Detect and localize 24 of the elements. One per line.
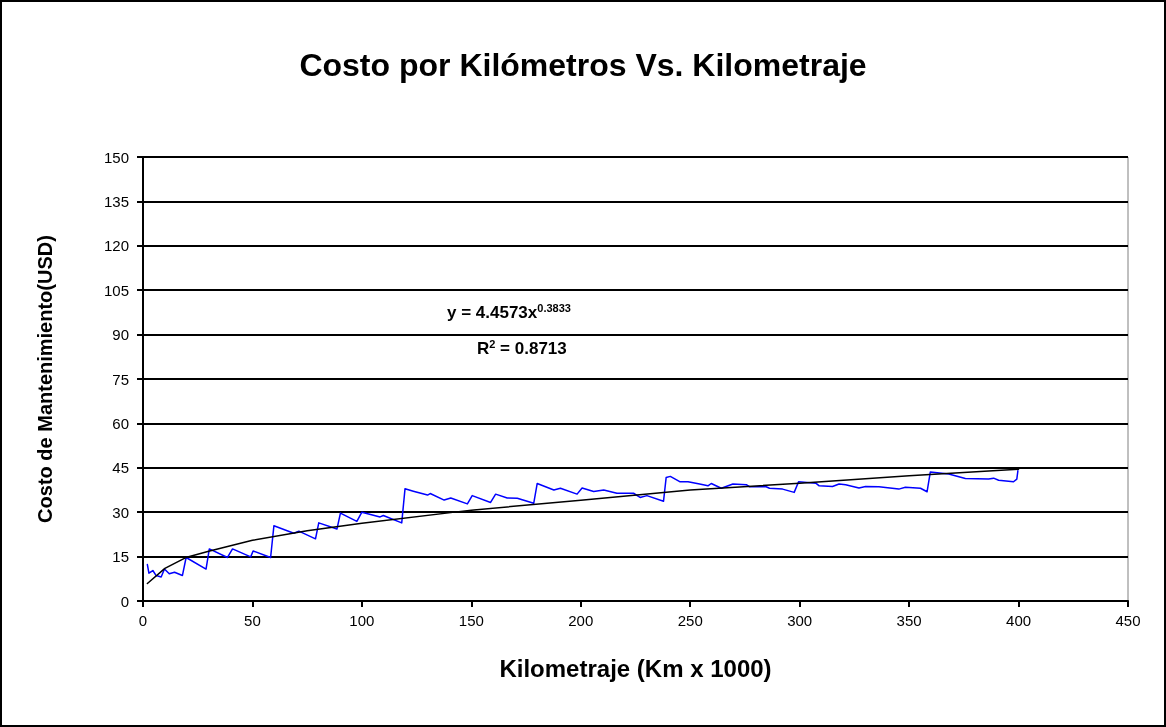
x-axis-title: Kilometraje (Km x 1000) xyxy=(499,654,772,682)
y-tick-label: 135 xyxy=(103,192,129,210)
y-tick-label: 60 xyxy=(112,414,129,432)
y-axis-title: Costo de Mantenimiento(USD) xyxy=(34,235,56,523)
y-tick-label: 0 xyxy=(120,592,129,610)
y-tick-label: 30 xyxy=(112,503,129,521)
x-tick-label: 300 xyxy=(787,612,813,629)
x-tick-label: 450 xyxy=(1115,612,1141,629)
x-tick-label: 100 xyxy=(349,612,375,629)
x-tick-label: 0 xyxy=(138,612,148,629)
x-tick-label: 250 xyxy=(677,612,703,629)
x-tick-label: 350 xyxy=(896,612,922,629)
x-tick-label: 50 xyxy=(244,612,261,629)
y-tick-label: 150 xyxy=(103,148,129,166)
chart-title: Costo por Kilómetros Vs. Kilometraje xyxy=(299,47,867,83)
y-tick-label: 105 xyxy=(103,281,129,299)
y-tick-label: 120 xyxy=(103,237,129,255)
y-tick-label: 90 xyxy=(112,326,129,344)
y-tick-label: 45 xyxy=(112,459,129,477)
x-tick-label: 200 xyxy=(568,612,594,629)
y-tick-label: 75 xyxy=(112,370,129,388)
y-tick-label: 15 xyxy=(112,548,129,566)
x-tick-label: 150 xyxy=(458,612,484,629)
x-tick-label: 400 xyxy=(1006,612,1032,629)
